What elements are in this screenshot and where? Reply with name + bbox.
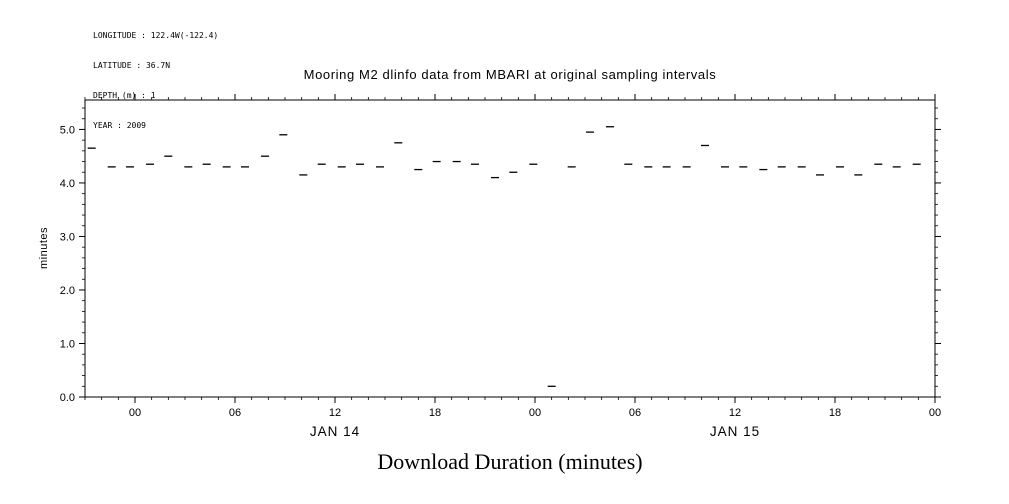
meta-depth: DEPTH (m) : 1	[93, 91, 156, 100]
x-tick-label: 18	[829, 407, 841, 419]
y-tick-label: 1.0	[60, 338, 75, 350]
y-tick-label: 0.0	[60, 392, 75, 404]
meta-latitude: LATITUDE : 36.7N	[93, 61, 171, 70]
x-tick-label: 12	[729, 407, 741, 419]
x-tick-label: 06	[629, 407, 641, 419]
y-tick-label: 2.0	[60, 285, 75, 297]
x-tick-label: 00	[929, 407, 941, 419]
meta-year: YEAR : 2009	[93, 121, 146, 130]
meta-longitude: LONGITUDE : 122.4W(-122.4)	[93, 31, 219, 40]
y-tick-label: 4.0	[60, 178, 75, 190]
header-metadata: LONGITUDE : 122.4W(-122.4) LATITUDE : 36…	[93, 11, 218, 151]
x-tick-label: 18	[429, 407, 441, 419]
x-tick-label: 12	[329, 407, 341, 419]
x-tick-label: 00	[529, 407, 541, 419]
plot-frame	[84, 99, 936, 398]
y-tick-label: 5.0	[60, 124, 75, 136]
date-label: JAN 14	[310, 424, 360, 439]
x-tick-label: 00	[129, 407, 141, 419]
y-tick-label: 3.0	[60, 231, 75, 243]
x-axis-title: Download Duration (minutes)	[377, 449, 643, 474]
date-label: JAN 15	[710, 424, 760, 439]
x-tick-label: 06	[229, 407, 241, 419]
chart-title: Mooring M2 dlinfo data from MBARI at ori…	[303, 67, 717, 82]
